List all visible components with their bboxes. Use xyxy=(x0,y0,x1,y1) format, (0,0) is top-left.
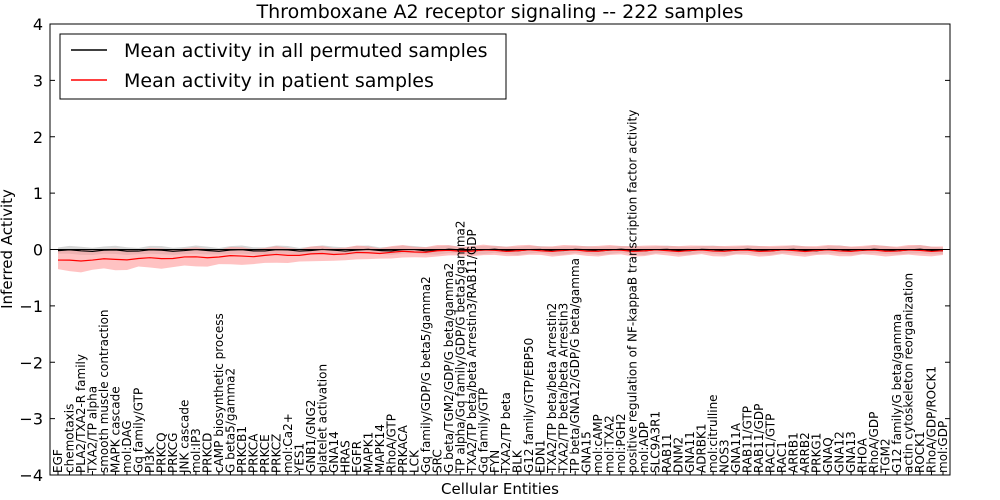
x-tick-label: G12 family/G beta/gamma xyxy=(890,314,904,473)
y-axis-label: Inferred Activity xyxy=(0,189,16,309)
x-tick-label: PRKCQ xyxy=(154,432,168,473)
x-tick-label: GNA13 xyxy=(844,431,858,473)
x-tick-label: ARRB2 xyxy=(798,432,812,473)
x-tick-label: MAPK cascade xyxy=(108,386,122,473)
x-tick-label: DNM2 xyxy=(672,437,686,473)
legend-label-permuted: Mean activity in all permuted samples xyxy=(124,40,487,62)
series-line-1 xyxy=(57,249,944,262)
x-tick-label: GNA15 xyxy=(580,431,594,473)
x-tick-label: cAMP biosynthetic process xyxy=(212,313,226,473)
x-tick-label: TGM2 xyxy=(879,438,893,474)
y-tick-label: 1 xyxy=(33,184,43,203)
y-tick-label: 4 xyxy=(33,15,43,34)
x-tick-label: EGF xyxy=(51,449,65,473)
x-tick-label: Gq family/GDP/G beta5/gamma2 xyxy=(419,276,433,473)
x-tick-label: mol:Ca2+ xyxy=(281,413,295,473)
x-tick-label: mol:ADP xyxy=(637,422,651,473)
x-tick-label: EGFR xyxy=(350,441,364,473)
x-tick-label: RAB11 xyxy=(660,433,674,473)
x-tick-label: PRKACA xyxy=(396,424,410,473)
x-tick-label: mol:GDP xyxy=(936,421,950,473)
x-tick-label: ADRBK1 xyxy=(695,423,709,473)
legend-label-patient: Mean activity in patient samples xyxy=(124,70,434,92)
x-axis-label: Cellular Entities xyxy=(441,480,559,498)
x-tick-label: mol:cAMP xyxy=(591,414,605,473)
x-tick-label: mol:DAG xyxy=(120,420,134,473)
x-tick-label: mol:citrulline xyxy=(706,394,720,473)
x-tick-label: MAPK14 xyxy=(373,424,387,473)
legend-box xyxy=(59,33,507,100)
x-tick-label: BLK xyxy=(511,449,525,473)
x-tick-label: PRKCB1 xyxy=(235,426,249,473)
x-tick-label: LCK xyxy=(407,449,421,473)
x-tick-label: TXA2/TP alpha xyxy=(85,386,99,474)
x-tick-label: PRKCE xyxy=(258,434,272,473)
x-tick-label: ARRB1 xyxy=(787,432,801,473)
x-tick-label: RAC1 xyxy=(775,441,789,473)
x-tick-label: G12 family/GTP/EBP50 xyxy=(522,338,536,473)
x-tick-label: smooth muscle contraction xyxy=(97,309,111,473)
x-tick-label: TXA2/TP beta xyxy=(499,392,513,474)
x-tick-label: PI3K xyxy=(143,446,157,473)
x-tick-label: TP beta/GNA12/GDP/G beta/gamma xyxy=(568,258,582,474)
x-tick-label: actin cytoskeleton reorganization xyxy=(902,273,916,473)
x-tick-label: PRKCZ xyxy=(269,434,283,473)
x-tick-label: RAC1/GTP xyxy=(764,414,778,473)
x-tick-label: MAPK1 xyxy=(361,432,375,473)
x-tick-label: EDN1 xyxy=(534,440,548,473)
x-tick-label: PRKCD xyxy=(200,433,214,473)
x-tick-label: RHOA xyxy=(856,437,870,473)
x-tick-label: GNA11A xyxy=(729,422,743,473)
plot-frame xyxy=(49,23,951,476)
x-tick-label: JNK cascade xyxy=(177,400,191,474)
x-tick-label: mol:PGH2 xyxy=(614,413,628,473)
x-tick-label: SRC xyxy=(430,449,444,473)
y-tick-label: −1 xyxy=(19,297,43,316)
x-tick-label: PRKCA xyxy=(246,433,260,473)
x-tick-label: TP alpha/Gq family/GDP/G beta5/gamma2 xyxy=(453,220,467,474)
y-tick-label: 2 xyxy=(33,128,43,147)
x-tick-label: Gq family/GTP xyxy=(476,388,490,473)
x-tick-label: positive regulation of NF-kappaB transcr… xyxy=(626,110,640,473)
x-tick-label: YES1 xyxy=(292,443,306,474)
x-tick-label: GNAQ xyxy=(821,437,835,473)
x-tick-label: PLA2/TXA2-R family xyxy=(74,354,88,473)
x-tick-label: GNB1/GNG2 xyxy=(304,400,318,473)
x-tick-label: G beta/TGM2/GDP/G beta/gamma2 xyxy=(442,263,456,473)
chart-title: Thromboxane A2 receptor signaling -- 222… xyxy=(256,1,744,23)
y-tick-label: −4 xyxy=(19,466,43,485)
x-tick-label: Gq family/GTP xyxy=(131,388,145,473)
x-tick-label: PRKG1 xyxy=(810,433,824,473)
x-tick-label: TXA2/TP beta/beta Arrestin3 xyxy=(557,303,571,474)
y-tick-label: −3 xyxy=(19,410,43,429)
x-tick-label: GNA14 xyxy=(327,431,341,473)
x-tick-label: FYN xyxy=(488,450,502,473)
x-tick-label: RhoA/GDP xyxy=(867,412,881,473)
x-tick-label: GNA11 xyxy=(683,431,697,473)
x-tick-label: RAB11/GDP xyxy=(752,404,766,473)
y-tick-label: 0 xyxy=(33,241,43,260)
x-tick-label: chemotaxis xyxy=(62,404,76,473)
x-tick-label: NOS3 xyxy=(718,439,732,473)
x-tick-label: TXA2/TP beta/beta Arrestin3/RAB11/GDP xyxy=(465,229,479,474)
x-tick-label: mol:TXA2 xyxy=(603,415,617,473)
x-tick-label: ROCK1 xyxy=(913,431,927,473)
legend: Mean activity in all permuted samples Me… xyxy=(59,33,507,100)
x-tick-label: GNA12 xyxy=(833,431,847,473)
x-tick-label: RAB11/GTP xyxy=(741,406,755,473)
y-tick-label: 3 xyxy=(33,71,43,90)
x-tick-label: HRAS xyxy=(338,440,352,473)
y-tick-label: −2 xyxy=(19,353,43,372)
x-tick-label: G beta5/gamma2 xyxy=(223,368,237,473)
x-tick-label: TXA2/TP beta/beta Arrestin2 xyxy=(545,303,559,474)
x-tick-label: RhoA/GTP xyxy=(384,414,398,473)
x-tick-label: mol:IP3 xyxy=(189,428,203,473)
x-tick-label: RhoA/GDP/ROCK1 xyxy=(925,366,939,473)
x-tick-label: platelet activation xyxy=(315,364,329,473)
x-tick-label: SLC9A3R1 xyxy=(649,411,663,473)
x-tick-label: PRKCG xyxy=(166,433,180,473)
